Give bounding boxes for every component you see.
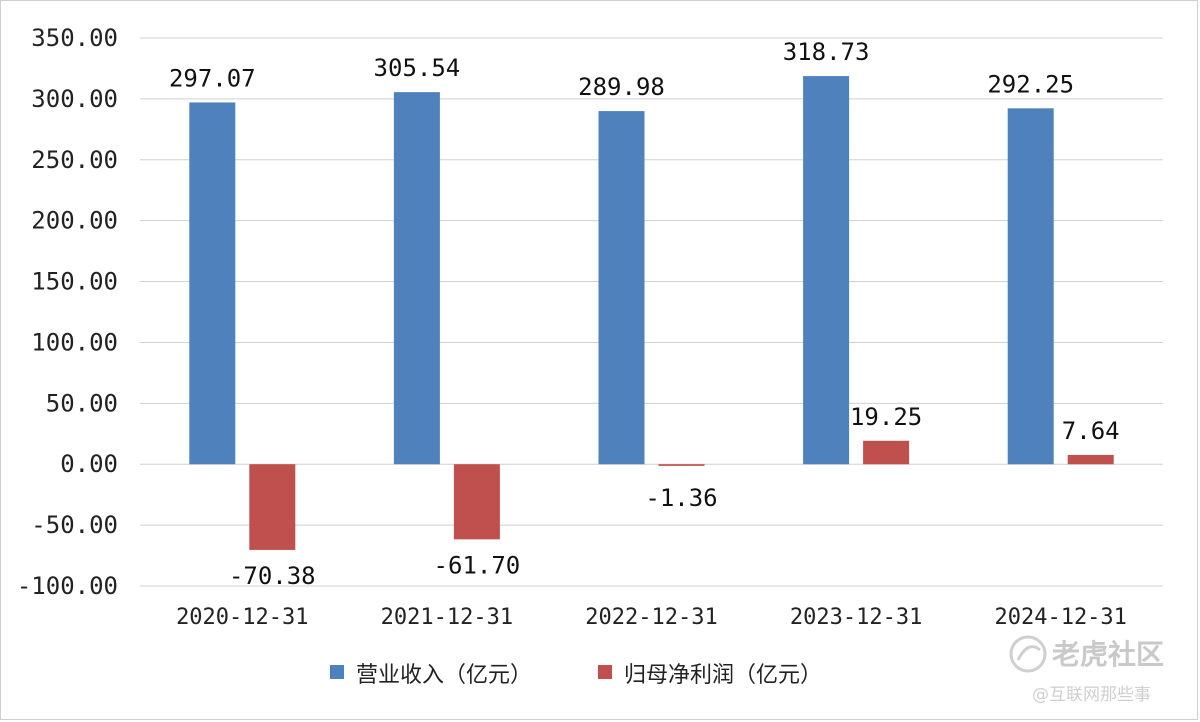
y-tick-label: -100.00 (17, 572, 118, 600)
data-label: 19.25 (850, 403, 922, 431)
bars (189, 76, 1114, 550)
watermark: 老虎社区 @互联网那些事 (1009, 635, 1164, 705)
y-tick-label: 100.00 (31, 328, 118, 356)
y-tick-label: 0.00 (60, 450, 118, 478)
legend-swatch-revenue (330, 665, 344, 679)
data-labels: 297.07 -70.38 305.54 -61.70 289.98 -1.36 318.7… (169, 38, 1120, 590)
bar-net-profit (249, 464, 296, 550)
gridlines (140, 37, 1163, 587)
legend-swatch-net-profit (598, 665, 612, 679)
y-tick-label: 150.00 (31, 268, 118, 296)
data-label: 289.98 (578, 73, 665, 101)
y-tick-label: 300.00 (31, 85, 118, 113)
legend: 营业收入（亿元） 归母净利润（亿元） (330, 663, 822, 688)
bar-revenue (393, 92, 440, 465)
y-tick-label: -50.00 (31, 511, 118, 539)
y-tick-label: 250.00 (31, 146, 118, 174)
x-tick-label: 2021-12-31 (381, 605, 513, 630)
data-label: -61.70 (434, 551, 521, 579)
x-tick-label: 2022-12-31 (585, 605, 717, 630)
data-label: 292.25 (987, 70, 1074, 98)
watermark-logo-text: 老虎社区 (1052, 638, 1164, 671)
data-label: 7.64 (1062, 417, 1120, 445)
tiger-logo-icon (1009, 635, 1047, 673)
bar-revenue (1007, 108, 1054, 465)
x-axis: 2020-12-31 2021-12-31 2022-12-31 2023-12-31… (176, 605, 1127, 630)
bar-revenue (189, 102, 236, 465)
bar-net-profit (863, 440, 910, 465)
data-label: -70.38 (229, 562, 316, 590)
x-tick-label: 2020-12-31 (176, 605, 308, 630)
data-label: -1.36 (645, 484, 717, 512)
bar-net-profit (1067, 454, 1114, 465)
y-tick-label: 350.00 (31, 24, 118, 52)
bar-net-profit (658, 464, 705, 466)
y-axis: 350.00 300.00 250.00 200.00 150.00 100.00 50.0… (17, 24, 118, 600)
bar-net-profit (453, 464, 500, 540)
data-label: 297.07 (169, 64, 256, 92)
data-label: 305.54 (374, 54, 461, 82)
legend-label-net-profit: 归母净利润（亿元） (624, 663, 822, 688)
bar-revenue (598, 111, 645, 465)
data-label: 318.73 (783, 38, 870, 66)
y-tick-label: 50.00 (46, 389, 118, 417)
x-tick-label: 2023-12-31 (790, 605, 922, 630)
bar-revenue (803, 76, 850, 465)
x-tick-label: 2024-12-31 (994, 605, 1126, 630)
watermark-sub-text: @互联网那些事 (1032, 685, 1151, 705)
legend-label-revenue: 营业收入（亿元） (356, 663, 532, 688)
y-tick-label: 200.00 (31, 207, 118, 235)
